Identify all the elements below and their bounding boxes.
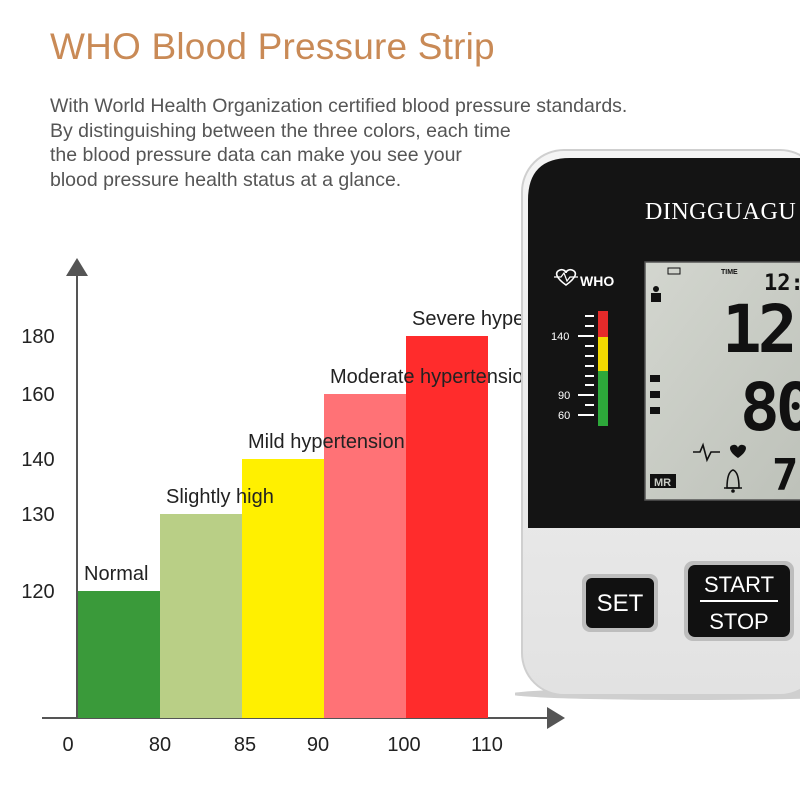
bar-severe-hypertension [406, 336, 488, 718]
y-tick-label: 130 [21, 504, 54, 526]
scale-red [598, 311, 608, 337]
x-tick-label: 85 [234, 734, 256, 756]
y-tick-label: 160 [21, 384, 54, 406]
start-label: START [704, 572, 774, 597]
scale-label-60: 60 [558, 410, 570, 422]
bar-moderate-hypertension [324, 394, 406, 718]
bar-label: Moderate hypertension [330, 366, 535, 388]
who-scale: 140 90 60 [551, 311, 608, 426]
y-tick-label: 180 [21, 326, 54, 348]
scale-yellow [598, 337, 608, 371]
systolic-digits: 12 [722, 291, 793, 368]
blood-pressure-monitor: DINGGUAGU WHO 140 90 60 TIME 12: 12 80 7… [515, 149, 800, 700]
brand-label: DINGGUAGU [645, 199, 796, 225]
description: With World Health Organization certified… [50, 94, 770, 192]
pulse-wave-icon [554, 271, 578, 283]
pulse-digits: 7 [772, 450, 799, 501]
x-tick-label: 100 [387, 734, 420, 756]
y-axis-arrow-icon [66, 258, 88, 276]
bar-normal [78, 591, 160, 718]
x-tick-label: 110 [471, 734, 503, 756]
description-line: By distinguishing between the three colo… [50, 119, 511, 142]
bar-slightly-high [160, 514, 242, 718]
heart-icon [730, 444, 746, 458]
user-icon [651, 286, 661, 302]
lcd-screen [644, 261, 800, 501]
x-tick-label: 0 [62, 734, 73, 756]
bar-label: Mild hypertension [248, 431, 405, 453]
start-stop-button[interactable]: START STOP [684, 561, 794, 641]
y-tick-label: 120 [21, 581, 54, 603]
time-value: 12: [764, 271, 800, 296]
lcd-marker [650, 375, 660, 382]
bar-mild-hypertension [242, 459, 324, 718]
pulse-wave-lcd-icon [693, 442, 720, 463]
y-tick-label: 140 [21, 449, 54, 471]
lcd-marker [650, 407, 660, 414]
mr-badge [650, 474, 676, 488]
scale-label-90: 90 [558, 390, 570, 402]
scale-label-140: 140 [551, 331, 569, 343]
description-line: the blood pressure data can make you see… [50, 144, 462, 166]
description-line: With World Health Organization certified… [50, 95, 628, 117]
stop-label: STOP [709, 609, 769, 634]
x-axis-arrow-icon [547, 707, 565, 729]
heart-outline-icon [555, 268, 577, 286]
mr-label: MR [654, 477, 671, 489]
lcd-marker [650, 391, 660, 398]
diastolic-digits: 80 [740, 369, 800, 446]
page-title: WHO Blood Pressure Strip [50, 26, 495, 67]
set-button-label: SET [597, 590, 644, 617]
bell-icon [724, 469, 742, 493]
description-line: blood pressure health status at a glance… [50, 168, 402, 191]
bar-label: Slightly high [166, 486, 274, 508]
bar-label: Normal [84, 563, 148, 585]
who-label: WHO [580, 273, 614, 289]
battery-icon [667, 267, 681, 275]
x-tick-label: 90 [307, 734, 329, 756]
x-tick-label: 80 [149, 734, 171, 756]
time-label: TIME [721, 269, 738, 276]
scale-green [598, 371, 608, 426]
set-button[interactable]: SET [582, 574, 658, 632]
